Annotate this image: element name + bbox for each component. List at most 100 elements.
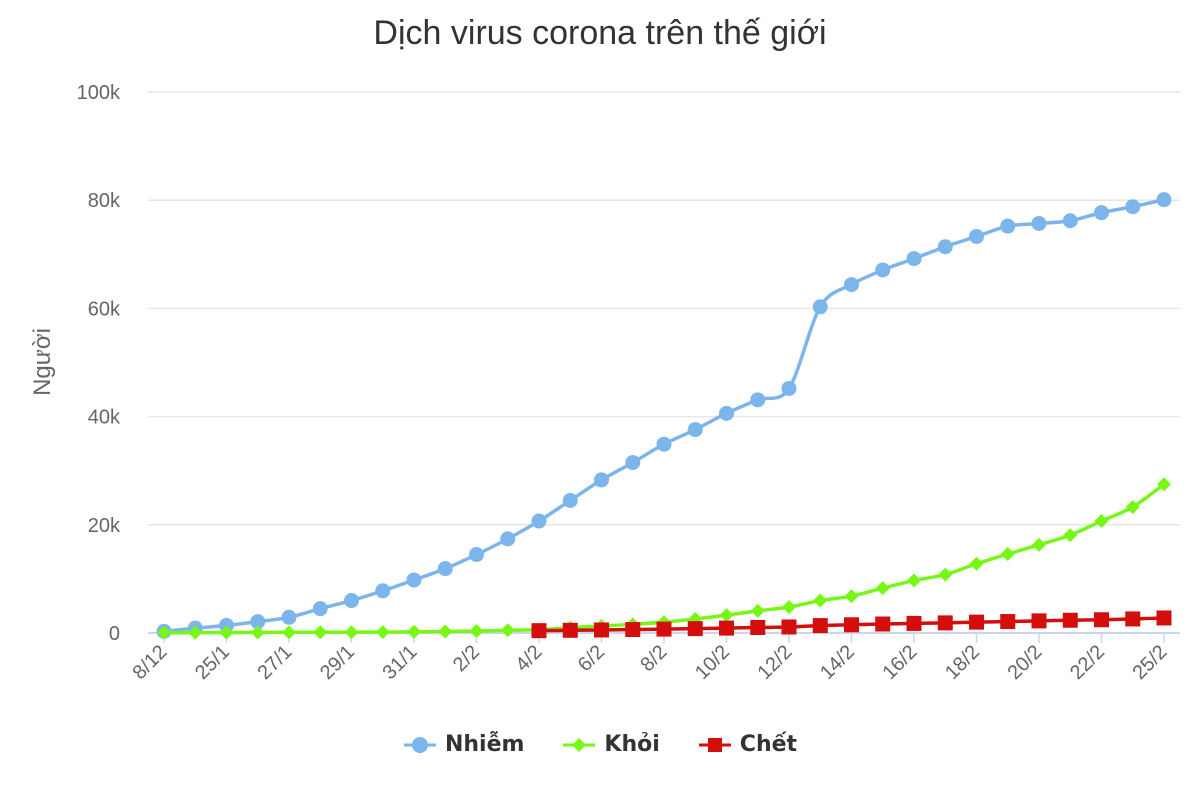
data-point[interactable] [907, 573, 921, 588]
data-point[interactable] [344, 593, 359, 609]
data-point[interactable] [875, 581, 890, 596]
legend-item-nhiem[interactable]: Nhiễm [403, 732, 524, 757]
data-point[interactable] [375, 583, 391, 599]
data-point[interactable] [281, 609, 297, 625]
grid-layer [148, 91, 1180, 634]
data-point[interactable] [719, 405, 734, 421]
data-point[interactable] [687, 621, 703, 637]
data-point[interactable] [1000, 614, 1016, 630]
data-point[interactable] [813, 593, 828, 608]
data-point[interactable] [1031, 215, 1047, 231]
x-tick-label: 25/2 [1128, 641, 1171, 684]
data-point[interactable] [1156, 192, 1172, 208]
data-point[interactable] [656, 621, 672, 637]
data-point[interactable] [344, 625, 359, 640]
data-point[interactable] [781, 619, 797, 635]
data-point[interactable] [157, 625, 171, 640]
data-point[interactable] [937, 615, 953, 631]
data-point[interactable] [625, 622, 641, 638]
data-point[interactable] [219, 617, 234, 633]
data-point[interactable] [1125, 611, 1141, 627]
data-point[interactable] [531, 513, 547, 529]
x-tick-label: 10/2 [691, 641, 734, 684]
legend: Nhiễm Khỏi Chết [0, 732, 1200, 757]
data-point[interactable] [437, 561, 453, 577]
data-point[interactable] [750, 392, 766, 408]
data-point[interactable] [1062, 213, 1078, 229]
data-point[interactable] [1094, 514, 1109, 529]
diamond-marker-icon [563, 737, 596, 752]
data-point[interactable] [562, 622, 578, 638]
data-point[interactable] [1000, 547, 1015, 562]
data-point[interactable] [1094, 205, 1109, 221]
data-point[interactable] [812, 299, 828, 315]
x-tick-label: 4/2 [511, 641, 546, 676]
data-point[interactable] [781, 380, 797, 396]
data-point[interactable] [969, 556, 984, 571]
data-point[interactable] [750, 603, 765, 618]
data-point[interactable] [656, 436, 672, 452]
data-point[interactable] [625, 455, 641, 471]
data-point[interactable] [188, 625, 203, 640]
data-point[interactable] [875, 616, 891, 632]
data-point[interactable] [250, 625, 265, 640]
data-point[interactable] [938, 567, 953, 582]
y-axis-ticks: 0 20k 40k 60k 80k 100k [77, 82, 121, 645]
data-point[interactable] [719, 608, 734, 623]
data-point[interactable] [782, 600, 796, 615]
data-point[interactable] [687, 422, 703, 438]
x-tick-label: 6/2 [574, 641, 609, 676]
legend-label-khoi: Khỏi [604, 732, 660, 757]
data-point[interactable] [1157, 477, 1171, 492]
data-point[interactable] [219, 625, 234, 640]
data-point[interactable] [469, 547, 484, 563]
data-point[interactable] [312, 601, 328, 617]
data-point[interactable] [1094, 612, 1109, 628]
chart-title: Dịch virus corona trên thế giới [373, 14, 827, 52]
data-point[interactable] [594, 472, 609, 488]
data-point[interactable] [969, 614, 984, 630]
x-tick-label: 14/2 [816, 641, 859, 684]
data-point[interactable] [937, 239, 953, 255]
legend-label-chet: Chết [739, 732, 798, 757]
data-point[interactable] [500, 531, 516, 547]
data-point[interactable] [906, 251, 922, 267]
data-point[interactable] [875, 262, 891, 278]
data-point[interactable] [250, 614, 266, 630]
data-point[interactable] [500, 623, 515, 638]
data-point[interactable] [375, 625, 390, 640]
legend-item-khoi[interactable]: Khỏi [562, 732, 660, 757]
data-point[interactable] [969, 228, 984, 244]
data-point[interactable] [844, 277, 859, 293]
data-point[interactable] [1125, 199, 1141, 215]
data-point[interactable] [407, 624, 421, 639]
data-point[interactable] [1156, 610, 1172, 626]
data-point[interactable] [313, 625, 328, 640]
data-point[interactable] [282, 625, 296, 640]
x-tick-label: 2/2 [449, 641, 484, 676]
legend-item-chet[interactable]: Chết [698, 732, 797, 757]
data-point[interactable] [531, 623, 547, 639]
data-point[interactable] [1032, 537, 1046, 552]
data-point[interactable] [438, 624, 453, 639]
data-point[interactable] [594, 622, 609, 638]
data-point[interactable] [1062, 612, 1078, 628]
data-point[interactable] [1000, 218, 1016, 234]
series-circle [156, 192, 1172, 639]
x-tick-label: 31/1 [378, 641, 421, 684]
data-point[interactable] [906, 615, 922, 631]
data-point[interactable] [750, 619, 766, 635]
x-tick-label: 22/2 [1066, 641, 1109, 684]
data-point[interactable] [1031, 613, 1047, 629]
data-point[interactable] [812, 618, 828, 634]
x-tick-label: 12/2 [753, 641, 796, 684]
data-point[interactable] [844, 617, 859, 633]
data-point[interactable] [1063, 528, 1078, 543]
data-point[interactable] [562, 492, 578, 508]
data-point[interactable] [719, 620, 734, 636]
data-point[interactable] [844, 589, 859, 604]
data-point[interactable] [1125, 499, 1140, 514]
data-point[interactable] [406, 572, 422, 588]
data-point[interactable] [469, 624, 484, 639]
